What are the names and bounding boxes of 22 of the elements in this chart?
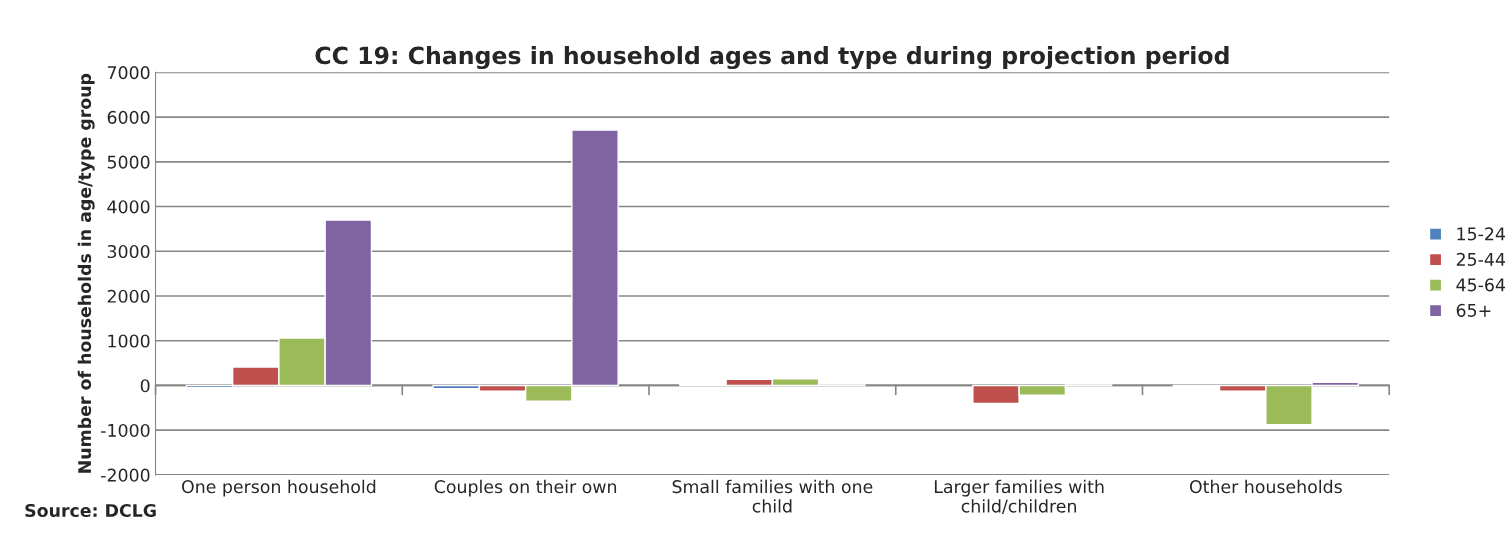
x-tick-label: Small families with one child bbox=[672, 479, 873, 513]
y-tick-label: -2000 bbox=[101, 468, 150, 482]
legend-label: 25-44 bbox=[1456, 252, 1506, 266]
y-tick-label: 7000 bbox=[107, 66, 150, 80]
legend-label: 45-64 bbox=[1456, 278, 1506, 292]
y-tick-label: 3000 bbox=[107, 244, 150, 259]
y-tick-label: 2000 bbox=[107, 289, 150, 303]
x-tick-label: Other households bbox=[1189, 479, 1342, 494]
x-tick-label: One person household bbox=[182, 479, 376, 497]
legend-label: 65+ bbox=[1456, 303, 1491, 317]
y-axis-title: Number of households in age/type group bbox=[77, 73, 95, 473]
y-tick-label: 6000 bbox=[107, 110, 150, 124]
y-tick-label: 0 bbox=[140, 379, 150, 393]
legend-label: 15-24 bbox=[1457, 227, 1506, 241]
x-tick-label: Larger families with child/children bbox=[934, 479, 1104, 515]
y-tick-label: 1000 bbox=[108, 334, 150, 348]
source-note: Source: DCLG bbox=[25, 503, 156, 518]
x-tick-label: Couples on their own bbox=[434, 479, 617, 497]
chart-title: CC 19: Changes in household ages and type during projection period bbox=[315, 46, 1229, 70]
y-tick-label: 4000 bbox=[107, 200, 150, 214]
y-tick-label: 5000 bbox=[107, 155, 150, 169]
y-tick-label: -1000 bbox=[101, 423, 150, 438]
